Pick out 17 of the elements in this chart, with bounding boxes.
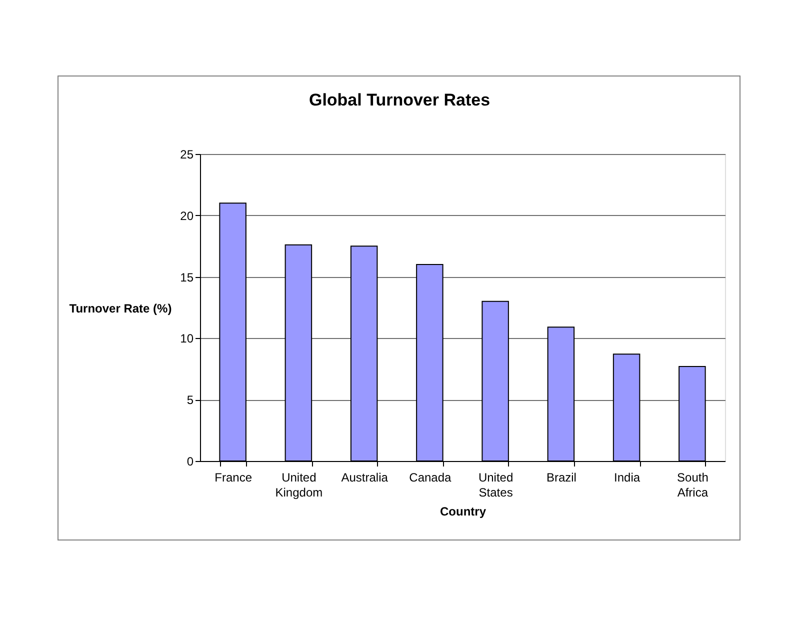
x-tick-label: Australia bbox=[341, 470, 388, 484]
y-tick-label: 20 bbox=[180, 208, 194, 223]
y-tick-label: 25 bbox=[180, 148, 194, 162]
y-tick-label: 10 bbox=[180, 332, 194, 346]
x-tick-label: United Kingdom bbox=[275, 470, 323, 500]
chart-title: Global Turnover Rates bbox=[308, 90, 490, 110]
x-tick-label: South Africa bbox=[677, 470, 708, 500]
y-tick-label: 15 bbox=[180, 270, 194, 284]
y-tick-label: 0 bbox=[186, 454, 194, 468]
y-tick-label: 5 bbox=[186, 393, 194, 408]
x-tick-label: France bbox=[214, 470, 252, 484]
x-tick-label: Canada bbox=[409, 470, 452, 484]
x-tick-label: United States bbox=[478, 470, 514, 500]
x-tick-label: Brazil bbox=[546, 470, 576, 484]
x-tick-label: India bbox=[614, 470, 640, 484]
y-axis-title: Turnover Rate (%) bbox=[69, 302, 172, 316]
x-axis-title: Country bbox=[440, 504, 486, 518]
